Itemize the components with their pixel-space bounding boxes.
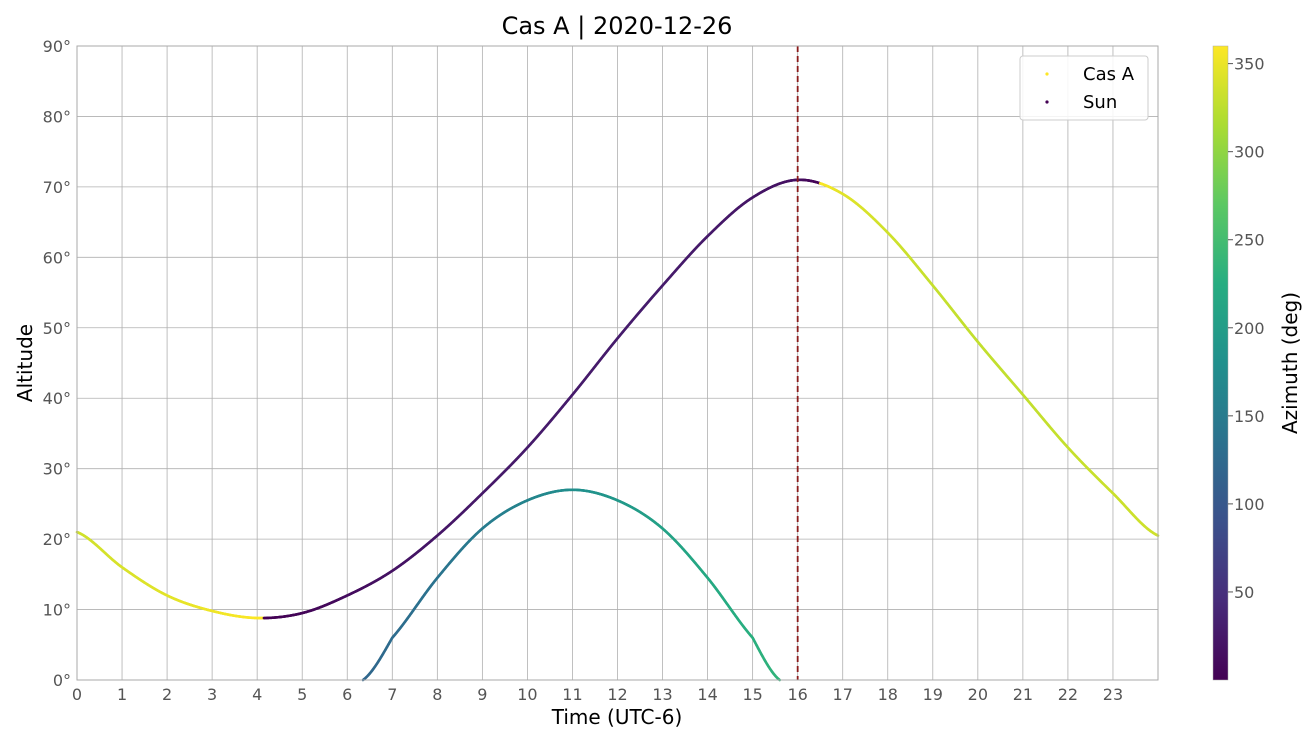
chart-title: Cas A | 2020-12-26 [502,12,733,40]
x-tick-label: 14 [697,685,717,704]
x-tick-label: 13 [652,685,672,704]
colorbar: 50 100 150 200 250 300 350 Azimuth (deg) [1212,45,1302,681]
colorbar-tick-label: 150 [1234,407,1265,426]
legend-marker-cas-a [1045,72,1049,76]
colorbar-ticks: 50 100 150 200 250 300 350 [1228,55,1265,602]
y-tick-label: 20° [43,530,71,549]
y-tick-label: 90° [43,37,71,56]
x-axis-label: Time (UTC-6) [551,705,683,729]
y-tick-label: 50° [43,319,71,338]
x-tick-label: 2 [162,685,172,704]
x-tick-label: 1 [117,685,127,704]
legend: Cas A Sun [1019,55,1149,121]
y-tick-labels: 0° 10° 20° 30° 40° 50° 60° 70° 80° 90° [43,37,71,690]
series-layer [75,178,1160,682]
x-tick-label: 10 [517,685,537,704]
x-tick-label: 8 [432,685,442,704]
plot-frame [76,45,1159,681]
y-tick-label: 60° [43,248,71,267]
colorbar-tick-label: 50 [1234,583,1254,602]
x-tick-labels: 0 1 2 3 4 5 6 7 8 9 10 11 12 13 14 15 16 17 18 19 20 21 22 23 [72,685,1123,704]
colorbar-tick-label: 300 [1234,143,1265,162]
legend-box [1019,55,1149,121]
x-tick-label: 7 [387,685,397,704]
legend-label-cas-a: Cas A [1083,64,1135,85]
x-tick-label: 22 [1058,685,1078,704]
x-tick-label: 16 [787,685,807,704]
y-tick-label: 40° [43,389,71,408]
x-tick-label: 5 [297,685,307,704]
x-tick-label: 17 [833,685,853,704]
x-tick-label: 21 [1013,685,1033,704]
colorbar-tick-label: 200 [1234,319,1265,338]
colorbar-label: Azimuth (deg) [1278,292,1302,434]
colorbar-tick-label: 100 [1234,495,1265,514]
y-axis-label: Altitude [13,324,37,402]
x-tick-label: 9 [477,685,487,704]
x-tick-label: 4 [252,685,262,704]
y-tick-label: 30° [43,460,71,479]
x-tick-label: 0 [72,685,82,704]
x-tick-label: 20 [968,685,988,704]
x-tick-label: 18 [878,685,898,704]
y-tick-label: 70° [43,178,71,197]
colorbar-gradient [1212,45,1229,681]
x-tick-label: 6 [342,685,352,704]
y-tick-label: 0° [53,671,71,690]
series-sun [361,488,781,682]
x-tick-label: 11 [562,685,582,704]
x-tick-label: 19 [923,685,943,704]
x-tick-label: 15 [742,685,762,704]
legend-label-sun: Sun [1083,92,1117,113]
series-cas-a [75,178,1160,620]
colorbar-tick-label: 250 [1234,231,1265,250]
legend-marker-sun [1045,100,1049,104]
y-tick-label: 80° [43,107,71,126]
y-tick-label: 10° [43,601,71,620]
x-tick-label: 23 [1103,685,1123,704]
x-tick-label: 12 [607,685,627,704]
x-tick-label: 3 [207,685,217,704]
colorbar-tick-label: 350 [1234,55,1265,74]
